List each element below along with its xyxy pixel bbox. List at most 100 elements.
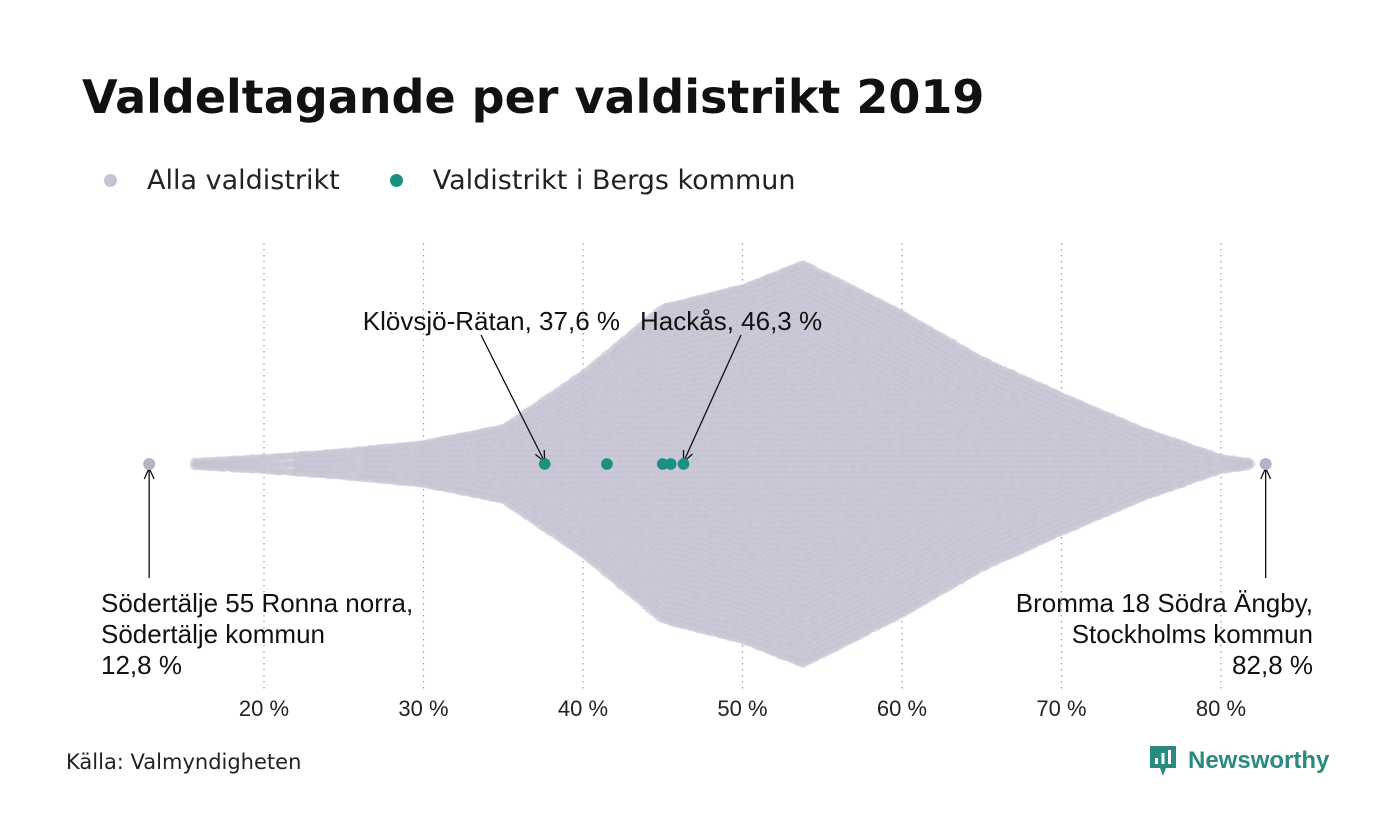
swarm-point xyxy=(200,460,209,469)
swarm-point xyxy=(209,460,218,469)
swarm-point xyxy=(237,459,245,468)
swarm-point xyxy=(207,460,215,469)
swarm-point xyxy=(254,460,263,469)
swarm-point xyxy=(253,465,262,474)
swarm-point xyxy=(227,456,235,464)
swarm-point xyxy=(240,465,249,473)
swarm-point xyxy=(232,460,241,469)
swarm-point xyxy=(235,455,244,464)
swarm-point xyxy=(204,463,213,471)
swarm-point xyxy=(261,454,270,463)
swarm-point xyxy=(214,464,222,472)
swarm-point xyxy=(261,465,269,474)
swarm-point xyxy=(246,454,255,463)
swarm-point xyxy=(226,459,235,468)
swarm-point xyxy=(225,456,234,465)
swarm-point xyxy=(192,457,200,466)
swarm-point xyxy=(205,457,214,465)
swarm-point xyxy=(221,464,229,473)
swarm-point xyxy=(258,465,267,474)
swarm-point xyxy=(237,465,246,474)
swarm-point xyxy=(245,459,254,468)
swarm-point xyxy=(205,462,214,471)
swarm-point xyxy=(242,465,251,473)
swarm-point xyxy=(258,453,267,462)
swarm-point xyxy=(223,463,232,472)
swarm-point xyxy=(238,465,247,473)
swarm-point xyxy=(238,460,247,469)
swarm-point xyxy=(230,459,239,468)
swarm-point xyxy=(240,455,249,463)
swarm-point xyxy=(212,456,221,465)
swarm-point xyxy=(253,454,262,463)
gridlines xyxy=(263,243,1222,690)
swarm-point xyxy=(248,460,257,469)
swarm-point xyxy=(229,464,238,473)
swarm-point xyxy=(255,466,264,474)
legend: Alla valdistrikt Valdistrikt i Bergs kom… xyxy=(104,162,846,198)
swarm-point xyxy=(227,464,236,473)
legend-dot-icon-berg xyxy=(389,173,403,187)
swarm-point xyxy=(200,457,208,466)
swarm-point xyxy=(225,459,234,468)
swarm-point xyxy=(213,462,221,471)
swarm-point xyxy=(195,460,204,469)
swarm-point xyxy=(256,454,265,462)
swarm-point xyxy=(228,460,237,469)
swarm-point xyxy=(233,460,242,469)
swarm-point xyxy=(205,459,214,468)
swarm-point xyxy=(245,465,254,474)
swarm-point xyxy=(228,455,237,464)
swarm-point xyxy=(189,459,198,468)
swarm-point xyxy=(250,465,259,473)
swarm-point xyxy=(207,456,216,465)
swarm-point xyxy=(250,465,258,474)
swarm-point xyxy=(192,462,201,471)
swarm-point xyxy=(242,455,250,463)
swarm-point xyxy=(226,463,235,472)
swarm-point xyxy=(193,459,202,468)
swarm-point xyxy=(244,464,253,473)
swarm-point xyxy=(197,460,205,469)
swarm-point xyxy=(219,459,227,468)
swarm-point xyxy=(221,460,229,469)
swarm-point xyxy=(203,459,212,468)
swarm-point xyxy=(242,460,251,469)
swarm-point xyxy=(260,466,268,474)
swarm-point xyxy=(202,460,211,468)
swarm-point xyxy=(218,460,227,469)
swarm-point xyxy=(252,459,261,468)
swarm-point xyxy=(248,465,256,474)
swarm-point xyxy=(210,460,219,469)
swarm-point xyxy=(223,459,232,468)
legend-label-berg: Valdistrikt i Bergs kommun xyxy=(432,164,796,196)
swarm-point xyxy=(214,456,223,464)
swarm-point xyxy=(197,463,206,471)
swarm-point xyxy=(261,459,270,468)
swarm-point xyxy=(200,463,209,471)
swarm-point xyxy=(191,462,200,471)
swarm-point xyxy=(244,455,252,464)
swarm-point xyxy=(233,464,242,473)
swarm-point xyxy=(213,459,222,468)
swarm-point xyxy=(190,457,199,466)
swarm-points xyxy=(189,260,1256,669)
swarm-point xyxy=(254,454,263,462)
swarm-point xyxy=(234,455,242,464)
swarm-point xyxy=(250,454,259,462)
legend-item-berg-districts: Valdistrikt i Bergs kommun xyxy=(389,164,796,196)
swarm-point xyxy=(216,463,225,472)
swarm-point xyxy=(223,456,232,464)
swarm-point xyxy=(203,457,212,466)
swarm-point xyxy=(189,462,198,471)
swarm-point xyxy=(259,453,268,462)
swarm-point xyxy=(230,455,239,464)
swarm-point xyxy=(237,455,245,464)
legend-label-all: Alla valdistrikt xyxy=(147,164,340,196)
swarm-point xyxy=(209,457,218,466)
swarm-point xyxy=(207,463,216,472)
swarm-point xyxy=(250,459,259,468)
swarm-point xyxy=(195,457,203,466)
swarm-point xyxy=(219,463,228,472)
